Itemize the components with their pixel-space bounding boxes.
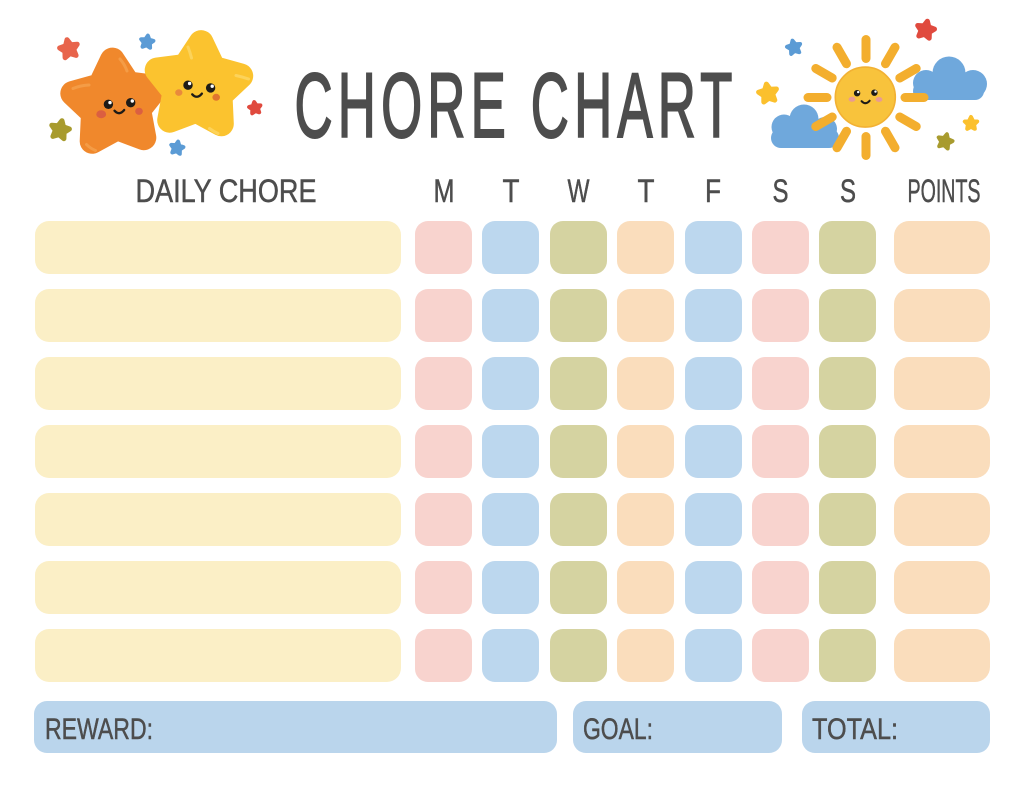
svg-text:GOAL:: GOAL: [583, 713, 653, 746]
svg-text:S: S [840, 173, 856, 209]
svg-text:S: S [773, 173, 789, 209]
svg-text:T: T [503, 173, 520, 209]
svg-text:TOTAL:: TOTAL: [812, 713, 898, 746]
svg-text:M: M [434, 173, 455, 209]
svg-text:REWARD:: REWARD: [45, 713, 153, 746]
svg-text:POINTS: POINTS [908, 173, 981, 209]
svg-text:CHORE CHART: CHORE CHART [295, 55, 738, 150]
svg-text:F: F [705, 173, 721, 209]
svg-text:DAILY CHORE: DAILY CHORE [136, 173, 317, 209]
svg-text:T: T [638, 173, 655, 209]
svg-text:W: W [568, 173, 591, 209]
